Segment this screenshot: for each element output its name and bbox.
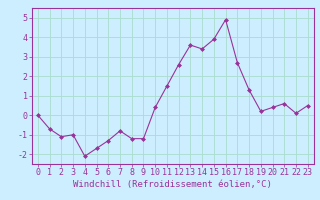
- X-axis label: Windchill (Refroidissement éolien,°C): Windchill (Refroidissement éolien,°C): [73, 180, 272, 189]
